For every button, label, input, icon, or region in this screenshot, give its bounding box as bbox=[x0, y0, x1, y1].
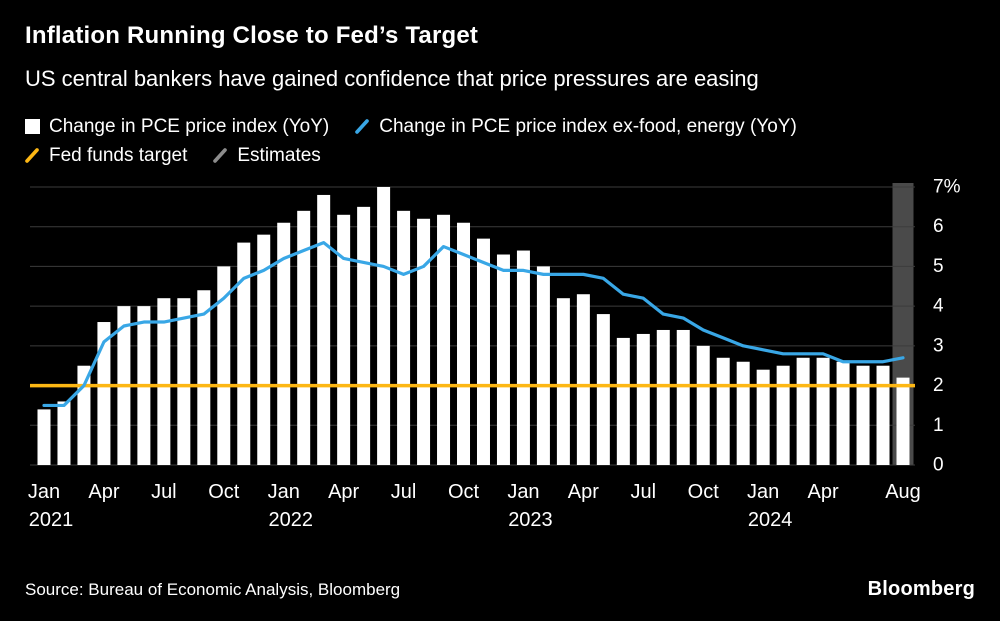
bar bbox=[437, 214, 451, 465]
bar bbox=[257, 234, 271, 465]
chart-subtitle: US central bankers have gained confidenc… bbox=[25, 66, 759, 91]
x-axis-label: Apr bbox=[568, 481, 599, 503]
bar bbox=[496, 254, 510, 465]
bar bbox=[516, 250, 530, 465]
bar bbox=[536, 266, 550, 465]
bar bbox=[816, 357, 830, 465]
legend-label-core-pce: Change in PCE price index ex-food, energ… bbox=[379, 115, 797, 137]
x-axis-label: Jul bbox=[391, 481, 417, 503]
bar-swatch-rect bbox=[25, 119, 40, 134]
bar bbox=[896, 377, 910, 465]
x-axis-label: Jan bbox=[268, 481, 300, 503]
bar bbox=[576, 294, 590, 465]
bar bbox=[57, 401, 71, 465]
x-axis-label: Apr bbox=[328, 481, 359, 503]
bar bbox=[457, 222, 471, 465]
bar bbox=[696, 345, 710, 465]
bar bbox=[876, 365, 890, 465]
bar bbox=[297, 210, 311, 465]
x-axis-label: Aug bbox=[885, 481, 921, 503]
legend-item-pce: Change in PCE price index (YoY) bbox=[25, 116, 329, 138]
x-axis-label: Apr bbox=[808, 481, 839, 503]
bar bbox=[476, 238, 490, 465]
bar bbox=[357, 206, 371, 465]
bar bbox=[37, 409, 51, 465]
source-note: Source: Bureau of Economic Analysis, Blo… bbox=[25, 580, 401, 599]
bar bbox=[676, 329, 690, 465]
line-swatch-icon bbox=[25, 147, 40, 164]
y-axis-label: 5 bbox=[933, 256, 944, 277]
bar bbox=[776, 365, 790, 465]
y-axis-label: 6 bbox=[933, 216, 944, 237]
legend: Change in PCE price index (YoY) Change i… bbox=[25, 112, 797, 170]
x-axis-label: Jul bbox=[631, 481, 657, 503]
y-axis-label: 7% bbox=[933, 177, 961, 198]
x-axis-label: Oct bbox=[448, 481, 480, 503]
chart: 0 1 2 3 4 5 6 7% Jan 2021 Apr Jul Oct Jan 2022 Apr Jul Oc… bbox=[28, 177, 961, 532]
bar bbox=[856, 365, 870, 465]
line-swatch-stroke bbox=[25, 148, 39, 163]
bloomberg-logo: Bloomberg bbox=[867, 578, 975, 600]
bar-swatch-icon bbox=[25, 119, 40, 134]
x-axis-label: Apr bbox=[88, 481, 119, 503]
legend-row-2: Fed funds target Estimates bbox=[25, 141, 797, 170]
x-axis-year-label: 2021 bbox=[29, 509, 74, 531]
x-axis-label: Oct bbox=[208, 481, 240, 503]
line-swatch-stroke bbox=[355, 119, 370, 134]
bar bbox=[157, 298, 171, 465]
legend-item-fed-target: Fed funds target bbox=[25, 145, 187, 167]
y-axis-label: 4 bbox=[933, 296, 944, 317]
x-axis-year-label: 2024 bbox=[748, 509, 793, 531]
bar bbox=[377, 187, 391, 465]
legend-label-fed-target: Fed funds target bbox=[49, 144, 188, 166]
bar bbox=[556, 298, 570, 465]
bar bbox=[836, 361, 850, 465]
x-axis-year-label: 2023 bbox=[508, 509, 553, 531]
core-pce-line bbox=[42, 240, 905, 408]
bar bbox=[237, 242, 251, 465]
bar bbox=[616, 337, 630, 465]
bar bbox=[596, 314, 610, 465]
y-axis-label: 1 bbox=[933, 415, 944, 436]
line-swatch-icon bbox=[355, 118, 370, 135]
bar bbox=[756, 369, 770, 465]
bar bbox=[77, 365, 91, 465]
line-swatch-icon bbox=[213, 147, 228, 164]
bar bbox=[217, 266, 231, 465]
x-axis-label: Jan bbox=[28, 481, 60, 503]
x-axis-label: Jan bbox=[747, 481, 779, 503]
legend-item-estimates: Estimates bbox=[213, 144, 321, 167]
y-axis-label: 0 bbox=[933, 455, 944, 476]
bar bbox=[656, 329, 670, 465]
x-axis-label: Oct bbox=[688, 481, 720, 503]
y-axis-label: 2 bbox=[933, 375, 944, 396]
legend-label-estimates: Estimates bbox=[237, 144, 321, 166]
x-axis-label: Jul bbox=[151, 481, 177, 503]
chart-title: Inflation Running Close to Fed’s Target bbox=[25, 22, 479, 49]
x-axis-label: Jan bbox=[507, 481, 539, 503]
legend-label-pce: Change in PCE price index (YoY) bbox=[49, 115, 330, 137]
bar bbox=[97, 322, 111, 465]
y-axis-label: 3 bbox=[933, 335, 944, 356]
bar bbox=[277, 222, 291, 465]
bar bbox=[796, 357, 810, 465]
bar bbox=[337, 214, 351, 465]
line-swatch-stroke bbox=[213, 148, 228, 163]
bar bbox=[716, 357, 730, 465]
bar bbox=[177, 298, 191, 465]
x-axis-year-label: 2022 bbox=[268, 509, 313, 531]
legend-row-1: Change in PCE price index (YoY) Change i… bbox=[25, 112, 797, 141]
bar bbox=[197, 290, 211, 465]
bar bbox=[417, 218, 431, 465]
bar bbox=[636, 333, 650, 465]
bar bbox=[317, 194, 331, 465]
legend-item-core-pce: Change in PCE price index ex-food, energ… bbox=[355, 116, 797, 138]
bar bbox=[397, 210, 411, 465]
bar bbox=[736, 361, 750, 465]
